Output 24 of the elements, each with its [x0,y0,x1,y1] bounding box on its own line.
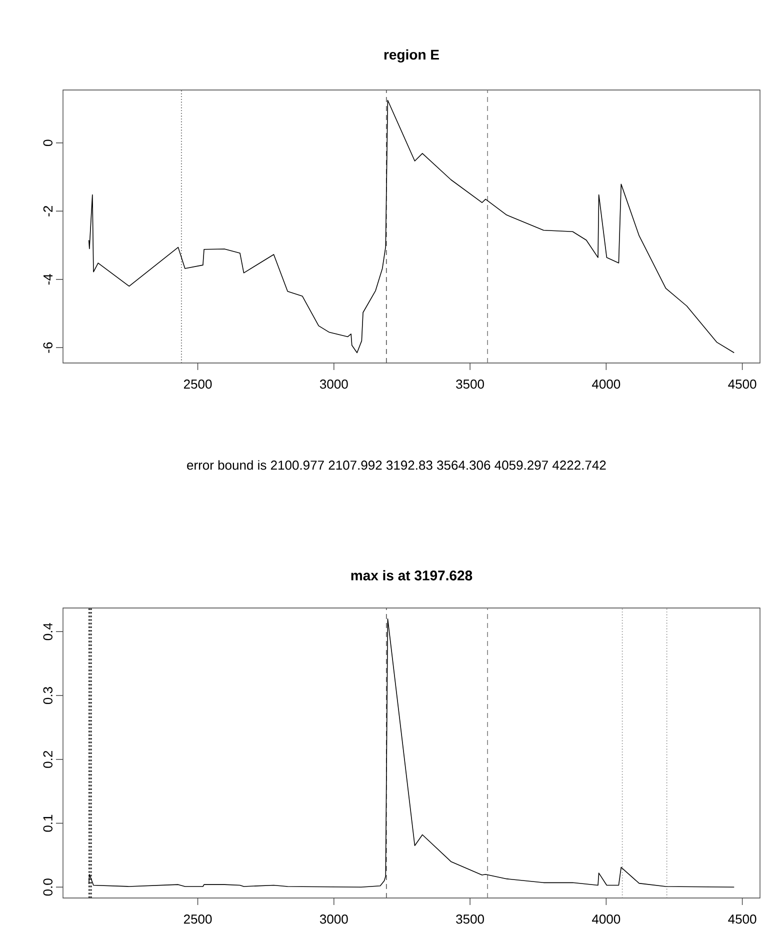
x-tick-label: 2500 [184,380,212,389]
y-tick-label: -4 [44,274,52,285]
x-tick-label: 3000 [320,380,348,389]
y-tick-label: 0.2 [43,751,52,768]
y-tick-label: 0.0 [43,878,52,896]
y-tick-label: -6 [43,342,52,353]
y-tick-label: -2 [43,206,52,216]
line-series [88,618,735,888]
x-tick-label: 3000 [320,914,348,924]
x-tick-label: 4000 [592,380,620,389]
y-tick-label: 0.1 [43,814,52,832]
x-tick-label: 3500 [456,380,484,389]
chart-title: region E [384,49,439,62]
x-tick-label: 4500 [728,914,756,924]
line-series [88,100,735,354]
y-tick-label: 0 [43,140,52,146]
text: error bound is 2100.977 2107.992 3192.83 3564.306 4059.297 4222.742 [187,460,606,470]
x-tick-label: 4000 [592,914,620,924]
x-tick-label: 4500 [728,380,756,389]
x-tick-label: 3500 [456,914,484,924]
y-tick-label: 0.3 [43,687,52,704]
y-tick-label: 0.4 [43,622,52,640]
chart-title: max is at 3197.628 [351,570,472,580]
x-tick-label: 2500 [184,914,212,924]
